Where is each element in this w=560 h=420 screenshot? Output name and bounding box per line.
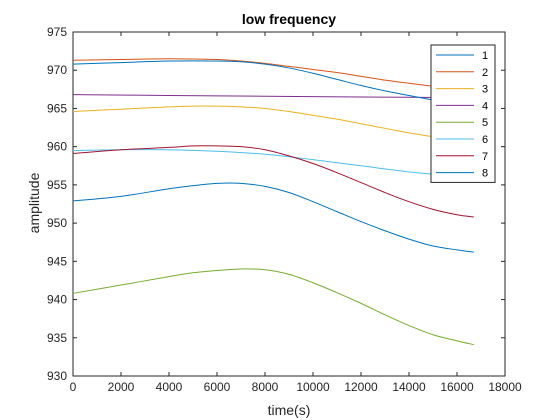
legend-label-2: 2	[482, 67, 488, 79]
series-line-8	[72, 60, 474, 107]
x-tick-label: 10000	[296, 380, 330, 394]
legend: 1 2 3 4 5 6 7 8	[430, 44, 496, 183]
y-tick-label: 970	[47, 63, 67, 77]
legend-label-6: 6	[482, 134, 488, 146]
x-tick-label: 14000	[392, 380, 426, 394]
y-tick-label: 930	[47, 369, 67, 383]
chart-title: low frequency	[242, 11, 336, 27]
legend-label-3: 3	[482, 84, 488, 96]
x-tick-label: 8000	[252, 380, 279, 394]
legend-box	[430, 44, 496, 183]
tick-layer: 0 2000 4000 6000 8000 10000 12000 14000 16000 180…	[47, 25, 522, 394]
x-tick-label: 0	[70, 380, 77, 394]
y-tick-label: 935	[47, 331, 67, 345]
x-tick-label: 4000	[156, 380, 183, 394]
y-tick-label: 945	[47, 254, 67, 268]
y-tick-label: 955	[47, 178, 67, 192]
y-tick-label: 940	[47, 293, 67, 307]
x-tick-label: 18000	[488, 380, 522, 394]
legend-label-7: 7	[482, 151, 488, 163]
series-line-2	[72, 58, 474, 91]
legend-label-1: 1	[482, 50, 488, 62]
series-line-4	[72, 94, 474, 99]
y-axis-label: amplitude	[26, 172, 42, 233]
series-line-5	[72, 268, 474, 346]
x-tick-label: 2000	[108, 380, 135, 394]
y-tick-label: 965	[47, 101, 67, 115]
legend-label-8: 8	[482, 168, 488, 180]
series-line-3	[72, 105, 474, 142]
x-axis-label: time(s)	[268, 402, 311, 418]
y-tick-label: 975	[47, 25, 67, 39]
y-tick-label: 950	[47, 216, 67, 230]
y-tick-label: 960	[47, 140, 67, 154]
series-line-7	[72, 145, 474, 218]
x-tick-label: 12000	[344, 380, 378, 394]
legend-label-5: 5	[482, 117, 488, 129]
series-line-1	[72, 182, 474, 253]
x-tick-label: 6000	[204, 380, 231, 394]
legend-label-4: 4	[482, 100, 488, 112]
x-tick-label: 16000	[440, 380, 474, 394]
